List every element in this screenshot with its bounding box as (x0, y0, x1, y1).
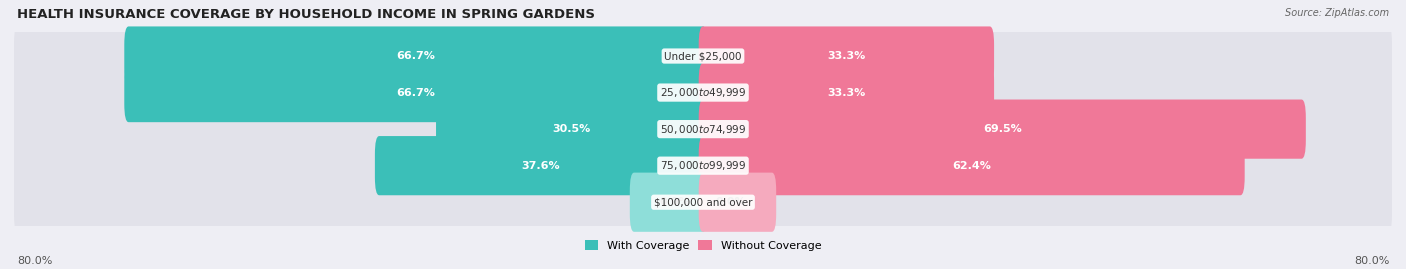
Text: 80.0%: 80.0% (17, 256, 52, 266)
FancyBboxPatch shape (699, 100, 1306, 159)
Text: 30.5%: 30.5% (553, 124, 591, 134)
Text: $25,000 to $49,999: $25,000 to $49,999 (659, 86, 747, 99)
FancyBboxPatch shape (124, 63, 707, 122)
FancyBboxPatch shape (699, 136, 1244, 195)
FancyBboxPatch shape (14, 171, 1392, 234)
FancyBboxPatch shape (699, 26, 994, 86)
FancyBboxPatch shape (630, 173, 707, 232)
Text: 66.7%: 66.7% (396, 51, 436, 61)
Text: 69.5%: 69.5% (983, 124, 1022, 134)
FancyBboxPatch shape (436, 100, 707, 159)
Text: 80.0%: 80.0% (1354, 256, 1389, 266)
Text: 0.0%: 0.0% (659, 197, 690, 207)
Text: 33.3%: 33.3% (827, 51, 866, 61)
Text: $100,000 and over: $100,000 and over (654, 197, 752, 207)
Legend: With Coverage, Without Coverage: With Coverage, Without Coverage (581, 236, 825, 255)
Text: 0.0%: 0.0% (716, 197, 747, 207)
Text: $50,000 to $74,999: $50,000 to $74,999 (659, 123, 747, 136)
Text: 37.6%: 37.6% (522, 161, 561, 171)
FancyBboxPatch shape (699, 173, 776, 232)
Text: Under $25,000: Under $25,000 (664, 51, 742, 61)
Text: Source: ZipAtlas.com: Source: ZipAtlas.com (1285, 8, 1389, 18)
Text: $75,000 to $99,999: $75,000 to $99,999 (659, 159, 747, 172)
FancyBboxPatch shape (699, 63, 994, 122)
Text: 33.3%: 33.3% (827, 88, 866, 98)
Text: 66.7%: 66.7% (396, 88, 436, 98)
Text: 62.4%: 62.4% (952, 161, 991, 171)
Text: HEALTH INSURANCE COVERAGE BY HOUSEHOLD INCOME IN SPRING GARDENS: HEALTH INSURANCE COVERAGE BY HOUSEHOLD I… (17, 8, 595, 21)
FancyBboxPatch shape (14, 61, 1392, 124)
FancyBboxPatch shape (14, 134, 1392, 197)
FancyBboxPatch shape (14, 98, 1392, 161)
FancyBboxPatch shape (375, 136, 707, 195)
FancyBboxPatch shape (14, 24, 1392, 87)
FancyBboxPatch shape (124, 26, 707, 86)
